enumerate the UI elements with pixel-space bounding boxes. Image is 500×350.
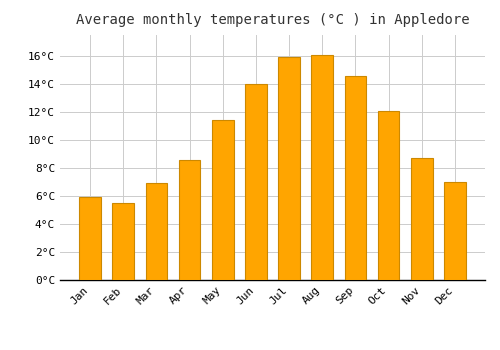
Bar [112,203,134,280]
Bar [245,84,266,280]
Bar [80,197,101,280]
Bar [278,57,300,280]
Bar [312,55,333,280]
Bar [411,158,432,280]
Bar [344,76,366,280]
Bar [378,111,400,280]
Bar [179,160,201,280]
Bar [212,120,234,280]
Bar [146,183,167,280]
Bar [444,182,466,280]
Title: Average monthly temperatures (°C ) in Appledore: Average monthly temperatures (°C ) in Ap… [76,13,469,27]
